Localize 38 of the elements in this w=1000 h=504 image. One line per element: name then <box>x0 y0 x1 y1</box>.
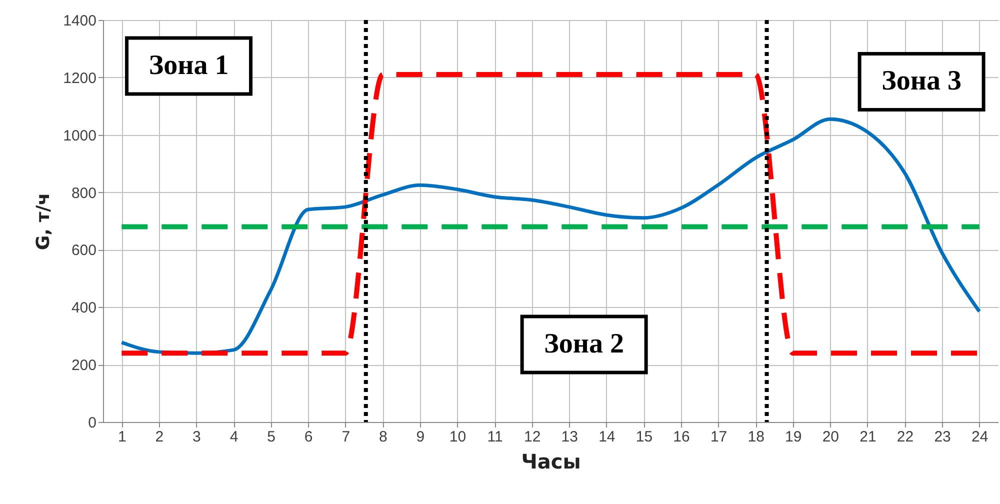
y-tick-label: 600 <box>71 242 96 260</box>
x-tick-label: 11 <box>487 428 503 446</box>
x-tick-label: 6 <box>304 428 313 446</box>
y-tick-label: 0 <box>88 414 96 432</box>
x-tick-label: 1 <box>118 428 126 446</box>
x-tick-label: 22 <box>896 428 914 446</box>
annotation: Зона 3 <box>882 66 962 97</box>
annotation: Зона 1 <box>148 50 229 81</box>
x-tick-label: 13 <box>561 428 578 446</box>
x-tick-label: 19 <box>785 428 802 446</box>
x-tick-label: 8 <box>379 428 388 446</box>
line-series <box>120 117 982 355</box>
y-tick-label: 400 <box>71 300 96 317</box>
x-tick-label: 14 <box>598 428 616 446</box>
x-tick-label: 23 <box>934 428 951 446</box>
annotation: Зона 2 <box>544 328 624 360</box>
x-tick-label: 2 <box>155 428 164 446</box>
x-tick-label: 20 <box>822 428 840 446</box>
x-tick-label: 5 <box>267 428 276 446</box>
y-tick-label: 800 <box>71 184 96 202</box>
x-tick-label: 9 <box>416 428 425 446</box>
x-tick-label: 10 <box>449 428 466 446</box>
x-tick-label: 24 <box>972 428 988 446</box>
y-tick-label: 200 <box>71 357 96 374</box>
y-tick-label: 1200 <box>63 70 96 87</box>
x-tick-label: 3 <box>192 428 201 446</box>
x-tick-label: 15 <box>636 428 653 446</box>
y-axis-title: G, т/ч <box>33 192 54 250</box>
x-tick-label: 17 <box>710 428 728 446</box>
x-tick-label: 12 <box>524 428 541 446</box>
y-tick-label: 1400 <box>63 12 96 30</box>
x-tick-label: 21 <box>860 428 876 446</box>
x-tick-label: 7 <box>342 428 350 446</box>
x-tick-label: 18 <box>748 428 764 446</box>
x-axis-title: Часы <box>521 450 581 474</box>
x-tick-label: 16 <box>673 428 690 446</box>
y-tick-label: 1000 <box>63 127 96 144</box>
x-tick-label: 4 <box>230 428 238 446</box>
